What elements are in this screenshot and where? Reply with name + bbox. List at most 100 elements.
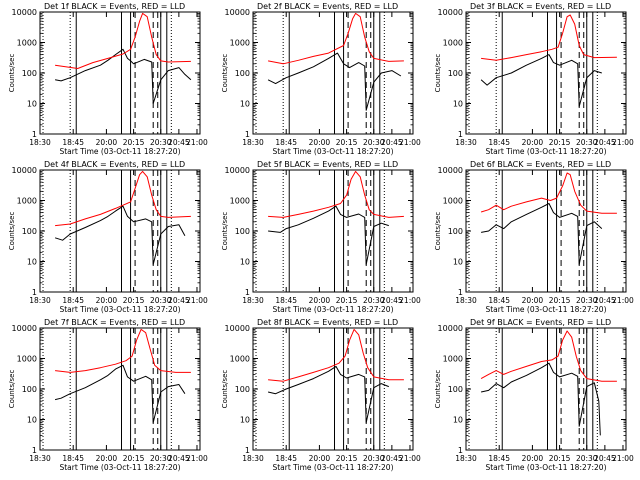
x-tick-label: 20:15	[336, 454, 358, 463]
y-tick-label: 100	[448, 69, 463, 78]
y-tick-label: 1000	[443, 39, 463, 48]
events-series-line	[55, 48, 192, 104]
y-tick-label: 10000	[438, 166, 463, 175]
lld-series-line	[268, 328, 404, 382]
y-tick-label: 1000	[443, 197, 463, 206]
y-tick-label: 100	[235, 69, 250, 78]
y-tick-label: 1000	[17, 197, 37, 206]
y-tick-label: 1000	[17, 39, 37, 48]
x-tick-label: 18:45	[62, 296, 84, 305]
y-tick-label: 100	[22, 227, 37, 236]
lld-series-line	[268, 170, 404, 218]
y-axis-label: Counts/sec	[434, 54, 442, 93]
x-axis-label: Start Time (03-Oct-11 18:27:20)	[272, 305, 393, 314]
x-tick-label: 20:30	[576, 138, 598, 147]
x-tick-label: 20:45	[168, 296, 190, 305]
x-axis-label: Start Time (03-Oct-11 18:27:20)	[485, 305, 606, 314]
x-tick-label: 20:15	[123, 138, 145, 147]
x-tick-label: 18:45	[488, 138, 510, 147]
y-tick-label: 1000	[230, 355, 250, 364]
lld-series-line	[481, 14, 617, 61]
panel-det-4f: Det 4f BLACK = Events, RED = LLD 1 10 100 10…	[8, 160, 208, 314]
x-tick-label: 20:45	[168, 454, 190, 463]
x-tick-label: 21:00	[612, 138, 634, 147]
y-tick-label: 100	[448, 385, 463, 394]
y-tick-label: 1000	[230, 197, 250, 206]
x-tick-label: 20:45	[381, 454, 403, 463]
lld-series-line	[480, 330, 617, 382]
y-tick-label: 100	[235, 227, 250, 236]
y-axis-label: Counts/sec	[221, 370, 229, 409]
x-tick-label: 18:30	[455, 454, 477, 463]
x-tick-label: 21:00	[186, 296, 208, 305]
x-tick-label: 18:30	[29, 138, 51, 147]
y-axis-label: Counts/sec	[434, 370, 442, 409]
x-axis-label: Start Time (03-Oct-11 18:27:20)	[59, 463, 180, 472]
x-tick-label: 21:00	[612, 296, 634, 305]
y-tick-label: 10	[240, 258, 250, 267]
events-series-line	[267, 52, 402, 111]
x-tick-label: 18:30	[455, 296, 477, 305]
x-tick-label: 18:45	[275, 296, 297, 305]
x-tick-label: 18:30	[242, 296, 264, 305]
panel-title: Det 7f BLACK = Events, RED = LLD	[44, 318, 185, 327]
lld-series-line	[268, 12, 404, 65]
y-tick-label: 10	[453, 416, 463, 425]
panel-det-9f: Det 9f BLACK = Events, RED = LLD 1 10 100 10…	[434, 318, 634, 472]
y-tick-label: 10	[240, 100, 250, 109]
panel-title: Det 8f BLACK = Events, RED = LLD	[257, 318, 398, 327]
x-tick-label: 20:15	[336, 296, 358, 305]
x-tick-label: 20:15	[123, 454, 145, 463]
x-tick-label: 21:00	[186, 454, 208, 463]
events-series-line	[480, 54, 602, 107]
x-tick-label: 20:45	[381, 138, 403, 147]
y-axis-label: Counts/sec	[221, 212, 229, 251]
panel-det-7f: Det 7f BLACK = Events, RED = LLD 1 10 100 10…	[8, 318, 208, 472]
y-tick-label: 1	[245, 446, 250, 455]
x-tick-label: 20:45	[594, 454, 616, 463]
panel-title: Det 6f BLACK = Events, RED = LLD	[470, 160, 611, 169]
x-tick-label: 20:15	[336, 138, 358, 147]
x-tick-label: 20:45	[594, 296, 616, 305]
events-series-line	[480, 362, 601, 436]
y-tick-label: 10000	[225, 324, 250, 333]
y-tick-label: 10000	[225, 8, 250, 17]
x-tick-label: 18:45	[275, 454, 297, 463]
y-tick-label: 10000	[225, 166, 250, 175]
events-series-line	[268, 205, 389, 265]
panel-det-5f: Det 5f BLACK = Events, RED = LLD 1 10 100 10…	[221, 160, 421, 314]
y-tick-label: 10	[453, 100, 463, 109]
x-tick-label: 20:00	[96, 138, 118, 147]
x-tick-label: 18:45	[62, 454, 84, 463]
y-axis-label: Counts/sec	[221, 54, 229, 93]
panel-det-3f: Det 3f BLACK = Events, RED = LLD 1 10 100 10…	[434, 2, 634, 156]
x-tick-label: 18:30	[455, 138, 477, 147]
panels-group: Det 1f BLACK = Events, RED = LLD 1 10 100 10…	[8, 2, 634, 472]
y-axis-label: Counts/sec	[8, 54, 16, 93]
y-tick-label: 10000	[438, 8, 463, 17]
x-tick-label: 20:30	[150, 138, 172, 147]
x-tick-label: 21:00	[186, 138, 208, 147]
y-tick-label: 1	[32, 130, 37, 139]
x-tick-label: 20:30	[150, 296, 172, 305]
x-tick-label: 20:30	[363, 296, 385, 305]
panel-title: Det 2f BLACK = Events, RED = LLD	[257, 2, 398, 11]
x-tick-label: 20:45	[381, 296, 403, 305]
x-tick-label: 20:45	[168, 138, 190, 147]
y-tick-label: 1	[458, 130, 463, 139]
y-tick-label: 10	[27, 100, 37, 109]
x-tick-label: 18:30	[242, 454, 264, 463]
y-tick-label: 1	[458, 288, 463, 297]
panel-title: Det 3f BLACK = Events, RED = LLD	[470, 2, 611, 11]
y-axis-label: Counts/sec	[8, 370, 16, 409]
x-axis-label: Start Time (03-Oct-11 18:27:20)	[485, 463, 606, 472]
x-tick-label: 18:45	[275, 138, 297, 147]
x-tick-label: 20:00	[96, 296, 118, 305]
x-tick-label: 18:45	[488, 296, 510, 305]
y-tick-label: 1	[32, 446, 37, 455]
y-tick-label: 1000	[17, 355, 37, 364]
x-tick-label: 20:45	[594, 138, 616, 147]
x-tick-label: 20:30	[576, 296, 598, 305]
panel-title: Det 9f BLACK = Events, RED = LLD	[470, 318, 611, 327]
